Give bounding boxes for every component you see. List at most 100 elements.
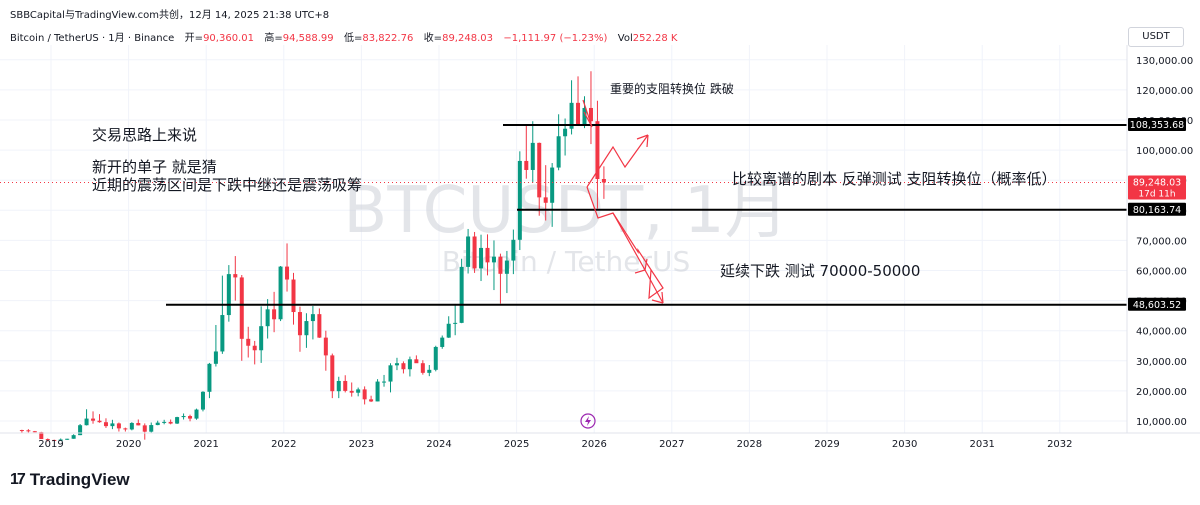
candle-body: [52, 439, 57, 441]
candle: [52, 439, 57, 441]
candle: [123, 427, 128, 432]
current-price-tag-bg: [1128, 175, 1186, 200]
candle-body: [427, 369, 432, 373]
candle: [220, 275, 225, 354]
candle-body: [175, 417, 180, 424]
low-value: 83,822.76: [362, 33, 414, 44]
x-tick-label: 2030: [892, 439, 917, 450]
candle: [401, 361, 406, 374]
candle-body: [278, 266, 283, 320]
candle-body: [123, 428, 128, 430]
candle-body: [136, 422, 141, 426]
candle: [194, 408, 199, 420]
candle: [576, 76, 581, 127]
open-value: 90,360.01: [203, 33, 254, 44]
candle: [504, 250, 509, 294]
candle-body: [19, 430, 24, 432]
candle: [356, 387, 361, 397]
candle-body: [142, 425, 147, 432]
candle: [310, 306, 315, 340]
candle: [588, 71, 593, 145]
candle-body: [530, 142, 535, 170]
candle: [103, 418, 108, 428]
candle: [550, 163, 555, 227]
candle: [110, 419, 115, 430]
annotation-note2: 新开的单子 就是猜: [92, 158, 217, 176]
candle: [84, 409, 89, 426]
candle: [323, 330, 328, 371]
candle-body: [239, 277, 244, 339]
level2-tag: 80,163.74: [1133, 205, 1181, 216]
candle: [252, 340, 257, 365]
candle-body: [103, 422, 108, 427]
candle: [200, 391, 205, 412]
candle-body: [149, 425, 154, 432]
tradingview-logo[interactable]: 17 TradingView: [10, 470, 130, 490]
candle-body: [91, 418, 96, 421]
candle-body: [440, 337, 445, 347]
candle: [517, 151, 522, 251]
x-tick-label: 2023: [349, 439, 374, 450]
candle: [595, 100, 600, 209]
symbol-label[interactable]: Bitcoin / TetherUS · 1月 · Binance: [10, 33, 175, 44]
candle-body: [453, 322, 458, 324]
high-value: 94,588.99: [282, 33, 334, 44]
annotation-note6: 延续下跌 测试 70000-50000: [720, 262, 921, 280]
candle: [530, 121, 535, 183]
candle: [498, 253, 503, 304]
price-axis[interactable]: 10,000.0020,000.0030,000.0040,000.0050,0…: [1126, 45, 1193, 433]
time-axis[interactable]: 2019 2020 2021 2022 2023 2024 2025 2026 2027 2028…: [0, 432, 1200, 450]
flash-icon[interactable]: [580, 413, 596, 429]
candle: [175, 416, 180, 425]
candle-body: [194, 409, 199, 419]
currency-button[interactable]: USDT: [1128, 27, 1184, 47]
x-tick-label: 2029: [814, 439, 839, 450]
candle: [330, 353, 335, 399]
annotation-note3: 近期的震荡区间是下跌中继还是震荡吸筹: [92, 176, 363, 194]
candle: [149, 422, 154, 433]
candle-body: [349, 390, 354, 393]
candle: [285, 243, 290, 292]
x-tick-label: 2019: [38, 439, 63, 450]
candle-body: [569, 102, 574, 129]
candle: [207, 362, 212, 399]
arrowhead: [636, 134, 649, 148]
candles: [19, 71, 606, 442]
level1-tag-bg: [1128, 117, 1186, 131]
candle-body: [491, 256, 496, 263]
candle: [466, 228, 471, 274]
candle-body: [330, 355, 335, 392]
candle-body: [420, 363, 425, 373]
candle-body: [323, 337, 328, 356]
candle: [414, 355, 419, 364]
candle-body: [155, 422, 160, 426]
candle: [543, 165, 548, 221]
candle: [233, 256, 238, 301]
candle-body: [466, 236, 471, 267]
x-tick-label: 2032: [1047, 439, 1072, 450]
candle: [58, 438, 63, 441]
candle-body: [168, 421, 173, 424]
y-tick-label: 10,000.00: [1136, 417, 1187, 428]
candle-body: [116, 423, 121, 429]
candle: [45, 438, 50, 442]
candle: [188, 414, 193, 422]
candle: [479, 234, 484, 282]
candle-body: [26, 430, 31, 432]
y-tick-label: 70,000.00: [1136, 236, 1187, 247]
candle: [71, 434, 76, 439]
candle-body: [537, 142, 542, 198]
candle-body: [45, 439, 50, 441]
candle: [511, 229, 516, 275]
candle: [246, 326, 251, 358]
candle-body: [285, 266, 290, 280]
support-resistance-lines: [0, 123, 1127, 306]
open-label: 开=: [184, 33, 204, 44]
candle: [142, 423, 147, 440]
x-tick-label: 2024: [426, 439, 451, 450]
x-tick-label: 2031: [969, 439, 994, 450]
candle-body: [336, 380, 341, 392]
candle-body: [226, 274, 231, 316]
candle: [259, 306, 264, 363]
